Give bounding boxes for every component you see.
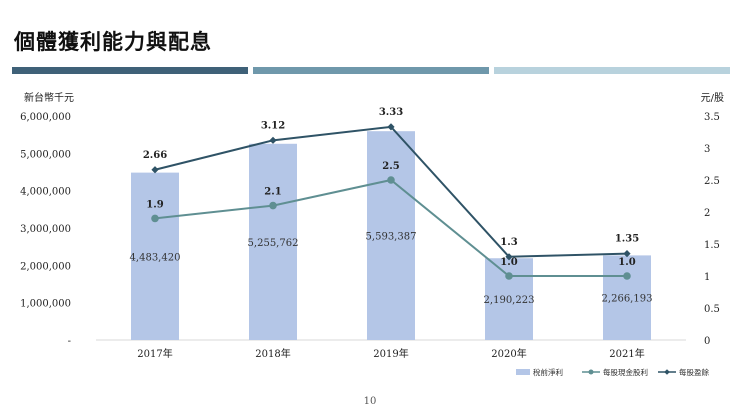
eps-point-2 [269, 136, 277, 144]
left-tick-label: 1,000,000 [20, 299, 71, 310]
x-tick-label: 2021年 [609, 347, 644, 360]
right-tick-label: 0 [704, 336, 710, 347]
header-band-dark [12, 67, 248, 74]
dividend-point-1 [151, 214, 159, 223]
dividend-label-4: 1.0 [500, 257, 517, 268]
eps-label-4: 1.3 [500, 237, 517, 248]
page-number: 10 [363, 396, 377, 407]
dividend-label-1: 1.9 [146, 199, 163, 210]
right-tick-label: 3.5 [704, 112, 720, 123]
right-tick-label: 3 [704, 144, 710, 155]
bar-2 [249, 143, 297, 340]
legend-swatch-pretax [516, 369, 530, 375]
bar-4 [485, 258, 533, 340]
bar-label-2: 5,255,762 [248, 238, 299, 249]
bar-label-5: 2,266,193 [602, 294, 653, 305]
legend-label-pretax: 稅前淨利 [533, 367, 563, 377]
bar-1 [131, 172, 179, 340]
bar-5 [603, 255, 651, 340]
legend-marker-eps [664, 369, 670, 375]
dividend-point-4 [505, 272, 513, 280]
dividend-point-2 [269, 201, 277, 210]
eps-label-2: 3.12 [261, 120, 285, 131]
page-title: 個體獲利能力與配息 [14, 30, 212, 54]
eps-point-5 [623, 250, 631, 258]
legend-label-eps: 每股盈餘 [679, 367, 709, 377]
header-band-light [494, 67, 730, 74]
left-tick-label: - [68, 336, 71, 347]
dividend-point-5 [623, 272, 631, 280]
left-tick-label: 5,000,000 [20, 149, 71, 160]
dividend-label-5: 1.0 [618, 257, 635, 268]
eps-label-3: 3.33 [379, 107, 403, 118]
dividend-label-3: 2.5 [382, 161, 399, 172]
legend-label-dividend: 每股現金股利 [603, 367, 648, 377]
x-tick-label: 2017年 [137, 347, 172, 360]
bar-label-4: 2,190,223 [484, 295, 535, 306]
x-tick-label: 2019年 [373, 347, 408, 360]
right-axis-title: 元/股 [701, 92, 724, 104]
right-tick-label: 2.5 [704, 176, 720, 187]
left-tick-label: 3,000,000 [20, 224, 71, 235]
left-tick-label: 2,000,000 [20, 261, 71, 272]
bar-label-1: 4,483,420 [130, 252, 181, 263]
header-band-mid [253, 67, 489, 74]
left-axis-title: 新台幣千元 [24, 91, 74, 104]
dividend-label-2: 2.1 [264, 187, 281, 198]
x-tick-label: 2020年 [491, 347, 526, 360]
eps-point-3 [387, 123, 395, 131]
bar-3 [367, 131, 415, 340]
right-tick-label: 2 [704, 208, 710, 219]
x-tick-label: 2018年 [255, 347, 290, 360]
right-tick-label: 1 [704, 272, 710, 283]
left-tick-label: 6,000,000 [20, 112, 71, 123]
bar-label-3: 5,593,387 [366, 232, 417, 243]
eps-label-5: 1.35 [615, 234, 639, 245]
right-tick-label: 0.5 [704, 304, 720, 315]
eps-point-4 [505, 253, 513, 261]
dividend-point-3 [387, 176, 395, 184]
left-tick-label: 4,000,000 [20, 187, 71, 198]
eps-label-1: 2.66 [143, 150, 167, 161]
right-tick-label: 1.5 [704, 240, 720, 251]
eps-point-1 [151, 166, 159, 174]
legend-marker-dividend [588, 369, 594, 375]
